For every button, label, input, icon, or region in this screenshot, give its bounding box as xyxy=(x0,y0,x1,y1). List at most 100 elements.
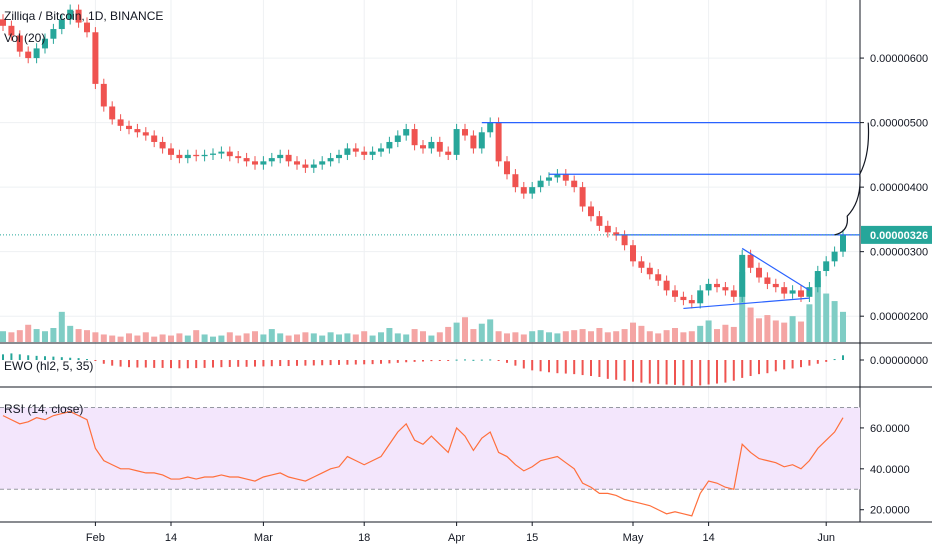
ewo-bar xyxy=(455,359,458,361)
candle-body xyxy=(436,141,443,152)
volume-bar xyxy=(193,330,200,342)
ewo-legend: EWO (hl2, 5, 35) xyxy=(4,359,94,373)
candle-body xyxy=(806,287,813,297)
volume-bar xyxy=(831,301,838,342)
candle-body xyxy=(285,154,292,162)
candle-body xyxy=(201,154,208,157)
candle-body xyxy=(67,9,74,20)
volume-bar xyxy=(8,332,15,342)
last-price-label: 0.00000326 xyxy=(870,230,928,242)
volume-bar xyxy=(336,334,342,342)
ewo-bar xyxy=(35,355,38,360)
candle-body xyxy=(672,290,678,297)
volume-bar xyxy=(554,333,561,342)
candle-body xyxy=(470,135,477,149)
ewo-bar xyxy=(464,359,466,361)
ewo-bar xyxy=(758,360,760,375)
volume-bar xyxy=(537,330,544,342)
candle-body xyxy=(478,132,485,149)
candle-body xyxy=(571,180,578,188)
candle-body xyxy=(277,154,284,159)
volume-bar xyxy=(109,335,116,342)
ewo-bar xyxy=(220,360,223,368)
volume-bar xyxy=(100,334,107,342)
volume-bar xyxy=(680,332,687,342)
candle-body xyxy=(210,153,216,155)
candle-body xyxy=(386,141,393,149)
ewo-bar xyxy=(522,360,525,369)
ewo-bar xyxy=(262,360,265,367)
volume-bar xyxy=(42,331,48,342)
volume-bar xyxy=(361,331,368,342)
ewo-bar xyxy=(94,360,97,361)
ewo-bar xyxy=(119,360,122,367)
ewo-bar xyxy=(791,360,794,369)
volume-bar xyxy=(378,332,384,342)
volume-bar xyxy=(730,326,737,342)
volume-bar xyxy=(663,330,670,342)
rsi-tick-label: 20.0000 xyxy=(870,505,910,517)
candle-body xyxy=(117,119,124,126)
volume-bar xyxy=(495,331,502,342)
candle-body xyxy=(92,32,99,84)
ewo-bar xyxy=(136,360,139,368)
volume-bar xyxy=(268,329,275,342)
ewo-bar xyxy=(606,360,609,379)
volume-bar xyxy=(453,322,460,342)
volume-bar xyxy=(688,331,695,342)
candle-body xyxy=(84,22,90,33)
candle-body xyxy=(369,151,376,155)
time-tick-label: Jun xyxy=(817,532,835,544)
ewo-bar xyxy=(329,360,332,366)
ewo-bar xyxy=(312,360,315,366)
volume-bar xyxy=(739,272,746,342)
candle-body xyxy=(109,106,116,120)
candle-body xyxy=(42,38,48,49)
time-tick-label: 18 xyxy=(358,532,370,544)
time-tick-label: 14 xyxy=(165,532,177,544)
ewo-bar xyxy=(10,353,13,360)
ewo-bar xyxy=(564,360,567,374)
ewo-bar xyxy=(800,360,802,368)
volume-bar xyxy=(504,333,510,342)
volume-bar xyxy=(638,325,645,342)
chart-title: Zilliqa / Bitcoin, 1D, BINANCE xyxy=(4,9,164,23)
volume-bar xyxy=(428,335,435,342)
candle-body xyxy=(730,290,737,297)
volume-bar xyxy=(260,334,267,342)
ewo-bar xyxy=(371,360,374,365)
rsi-line xyxy=(2,410,844,517)
candle-body xyxy=(420,145,426,149)
candle-body xyxy=(688,300,695,304)
ewo-bar xyxy=(338,360,340,365)
volume-bar xyxy=(823,293,830,342)
volume-bar xyxy=(546,332,552,342)
ewo-bar xyxy=(640,360,643,383)
candle-body xyxy=(756,267,762,278)
ewo-bar xyxy=(598,360,601,377)
volume-bar xyxy=(672,328,678,342)
ewo-bar xyxy=(363,360,366,365)
volume-bar xyxy=(92,332,99,342)
candle-body xyxy=(705,283,712,291)
volume-bar xyxy=(184,335,191,342)
candle-body xyxy=(831,251,838,262)
volume-bar xyxy=(277,333,284,342)
ewo-bar xyxy=(153,360,156,368)
volume-bar xyxy=(613,331,620,342)
ewo-bar xyxy=(346,360,349,365)
candle-body xyxy=(352,148,359,152)
candle-body xyxy=(193,154,200,157)
candle-body xyxy=(814,271,821,288)
ewo-bar xyxy=(707,360,710,385)
candle-body xyxy=(319,161,326,165)
volume-bar xyxy=(252,331,258,342)
price-tick-label: 0.00000300 xyxy=(870,247,928,259)
candle-body xyxy=(33,48,40,59)
ewo-bar xyxy=(354,360,357,365)
ewo-bar xyxy=(783,360,786,370)
volume-bar xyxy=(764,315,771,342)
ewo-bar xyxy=(102,360,105,364)
ewo-bar xyxy=(615,360,618,380)
